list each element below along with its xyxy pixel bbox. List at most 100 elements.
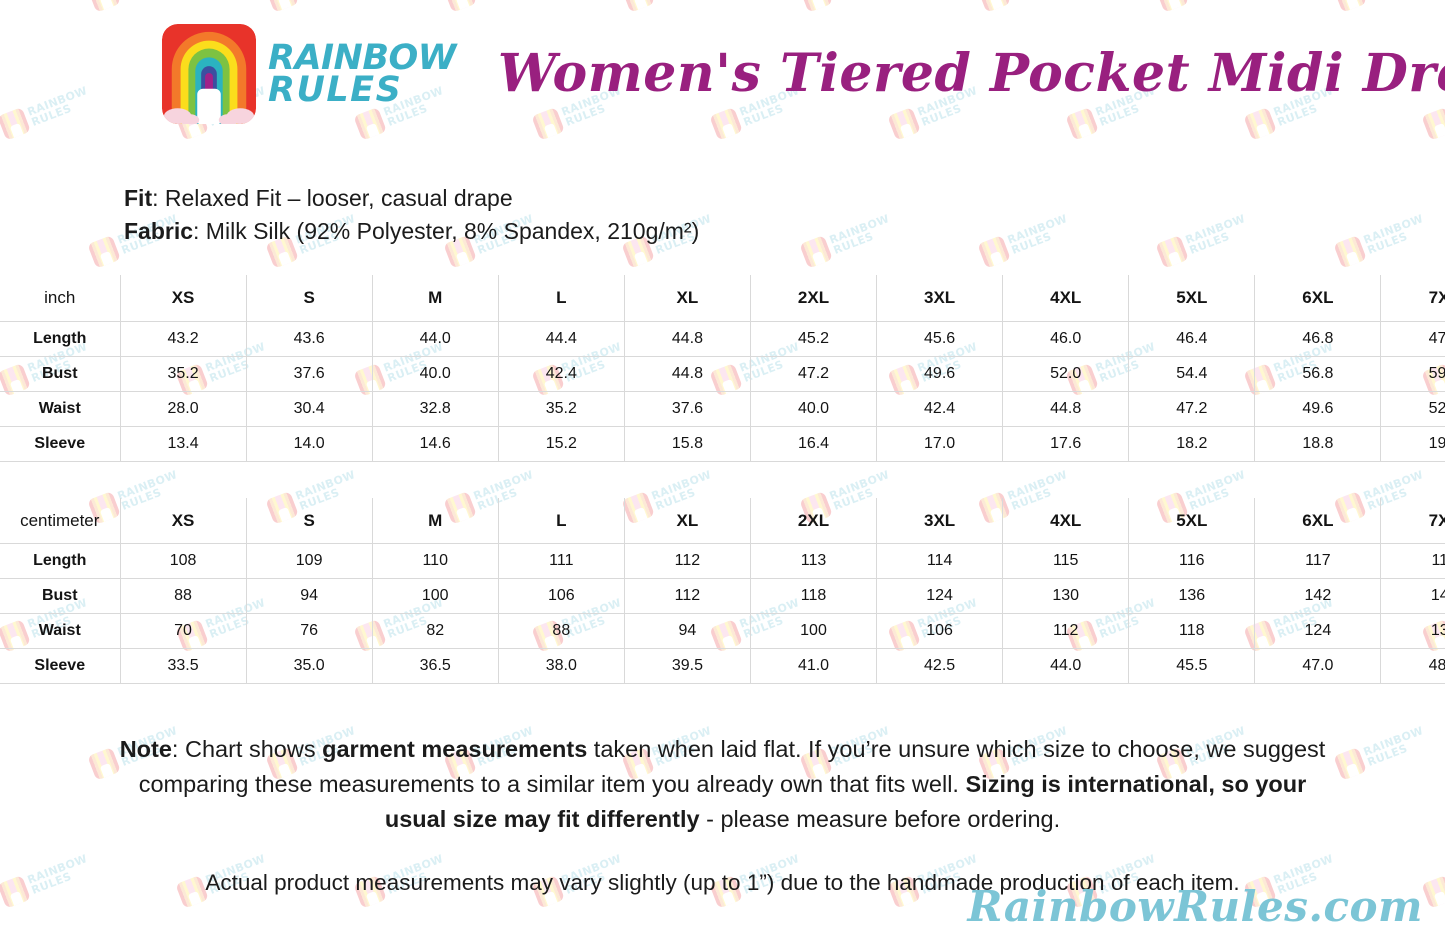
spec-fabric-value: : Milk Silk (92% Polyester, 8% Spandex, … xyxy=(193,217,700,244)
measurement-cell: 44.0 xyxy=(371,320,499,357)
size-header-l: L xyxy=(497,275,625,322)
measurement-cell: 142 xyxy=(1254,578,1381,615)
watermark-text-line1: RAINBOW xyxy=(1361,467,1426,503)
watermark-text-line2: RULES xyxy=(0,223,5,256)
measurement-cell: 130 xyxy=(1380,613,1445,650)
measurement-cell: 30.4 xyxy=(245,390,373,427)
measurement-cell: 36.5 xyxy=(371,648,499,685)
measurement-cell: 82 xyxy=(371,613,499,650)
size-header-5xl: 5XL xyxy=(1128,275,1255,322)
measurement-cell: 44.8 xyxy=(623,320,751,357)
measurement-cell: 124 xyxy=(1254,613,1381,650)
watermark-text-line1: RAINBOW xyxy=(0,212,1,247)
note-part-2: taken when laid flat. If you’re unsure w… xyxy=(138,736,1326,798)
measurement-label-waist: Waist xyxy=(0,390,120,427)
watermark-text-line1: RAINBOW xyxy=(1005,467,1070,503)
measurement-cell: 14.6 xyxy=(371,425,499,462)
measurement-cell: 42.5 xyxy=(876,648,1003,685)
spec-fabric: Fabric: Milk Silk (92% Polyester, 8% Spa… xyxy=(124,215,1445,248)
watermark-text-line1: RAINBOW xyxy=(1183,467,1248,503)
measurement-cell: 52.0 xyxy=(1002,355,1129,392)
measurement-cell: 46.8 xyxy=(1254,320,1381,357)
measurement-cell: 94 xyxy=(623,613,751,650)
measurement-cell: 47.0 xyxy=(1254,648,1381,685)
measurement-cell: 111 xyxy=(497,543,625,580)
watermark-text-line1: RAINBOW xyxy=(471,467,536,503)
measurement-cell: 47.2 xyxy=(749,355,877,392)
measurement-cell: 52.0 xyxy=(1380,390,1445,427)
size-header-s: S xyxy=(245,275,373,322)
measurement-cell: 37.6 xyxy=(245,355,373,392)
measurement-label-sleeve: Sleeve xyxy=(0,648,120,685)
size-header-4xl: 4XL xyxy=(1002,275,1129,322)
measurement-cell: 76 xyxy=(245,613,373,650)
measurement-cell: 110 xyxy=(371,543,499,580)
watermark-text-line1: RAINBOW xyxy=(827,467,892,503)
brand-lockup: RAINBOW RULES xyxy=(160,22,456,126)
measurement-cell: 48.5 xyxy=(1380,648,1445,685)
measurement-cell: 43.2 xyxy=(119,320,247,357)
measurement-cell: 37.6 xyxy=(623,390,751,427)
measurement-cell: 43.6 xyxy=(245,320,373,357)
size-header-4xl: 4XL xyxy=(1002,497,1129,545)
measurement-label-bust: Bust xyxy=(0,355,120,392)
watermark-text-line1: RAINBOW xyxy=(649,467,714,503)
spec-fit-label: Fit xyxy=(124,185,153,211)
measurement-cell: 124 xyxy=(876,578,1003,615)
measurement-cell: 35.2 xyxy=(119,355,247,392)
table-row: Length 43.2 43.6 44.0 44.4 44.8 45.2 45.6 46.0 46… xyxy=(0,320,1445,357)
size-header-l: L xyxy=(497,497,625,545)
measurement-cell: 112 xyxy=(1002,613,1129,650)
measurement-cell: 116 xyxy=(1128,543,1255,580)
watermark-text-line1: RAINBOW xyxy=(0,468,1,503)
size-header-xl: XL xyxy=(623,275,751,322)
measurement-cell: 18.2 xyxy=(1128,425,1255,462)
measurement-cell: 47.2 xyxy=(1128,390,1255,427)
measurement-cell: 41.0 xyxy=(749,648,877,685)
rainbow-arch-icon xyxy=(161,24,257,124)
measurement-cell: 115 xyxy=(1002,543,1129,580)
unit-header-cm: centimeter xyxy=(0,497,120,545)
measurement-cell: 39.5 xyxy=(623,648,751,685)
inch-table-body: Length 43.2 43.6 44.0 44.4 44.8 45.2 45.6 46.0 46… xyxy=(0,320,1445,462)
measurement-cell: 47.2 xyxy=(1380,320,1445,357)
brand-wordmark-line1: RAINBOW xyxy=(268,37,456,78)
measurement-label-waist: Waist xyxy=(0,613,120,650)
measurement-cell: 100 xyxy=(371,578,499,615)
notes-section: Note: Chart shows garment measurements t… xyxy=(0,732,1445,899)
measurement-cell: 88 xyxy=(497,613,625,650)
measurement-cell: 114 xyxy=(876,543,1003,580)
note-bold-sizing: Sizing is international, so your usual s… xyxy=(384,771,1307,832)
measurement-cell: 136 xyxy=(1128,578,1255,615)
size-header-m: M xyxy=(371,275,499,322)
measurement-cell: 117 xyxy=(1254,543,1381,580)
measurement-cell: 106 xyxy=(497,578,625,615)
table-row: Sleeve 33.5 35.0 36.5 38.0 39.5 41.0 42.5 44.0 45… xyxy=(0,648,1445,685)
brand-wordmark: RAINBOW RULES xyxy=(268,37,456,107)
measurement-cell: 45.6 xyxy=(876,320,1003,357)
note-label: Note xyxy=(119,736,172,763)
spec-fit-value: : Relaxed Fit – looser, casual drape xyxy=(152,185,513,211)
measurement-cell: 56.8 xyxy=(1254,355,1381,392)
spec-fabric-label: Fabric xyxy=(124,217,194,244)
table-row: Length108109110111112113114115116117118 xyxy=(0,543,1445,580)
measurement-cell: 32.8 xyxy=(371,390,499,427)
size-header-3xl: 3XL xyxy=(876,275,1003,322)
measurement-cell: 15.2 xyxy=(497,425,625,462)
size-header-6xl: 6XL xyxy=(1254,497,1381,545)
table-row: Waist 28.0 30.4 32.8 35.2 37.6 40.0 42.4 44.8 47.… xyxy=(0,390,1445,427)
measurement-cell: 109 xyxy=(245,543,373,580)
size-header-6xl: 6XL xyxy=(1254,275,1381,322)
measurement-cell: 44.8 xyxy=(1002,390,1129,427)
measurement-cell: 44.4 xyxy=(497,320,625,357)
measurement-cell: 42.4 xyxy=(497,355,625,392)
note-bold-garment: garment measurements xyxy=(322,736,588,763)
measurement-cell: 15.8 xyxy=(623,425,751,462)
measurement-cell: 19.4 xyxy=(1380,425,1445,462)
table-row: Waist7076828894100106112118124130 xyxy=(0,613,1445,650)
